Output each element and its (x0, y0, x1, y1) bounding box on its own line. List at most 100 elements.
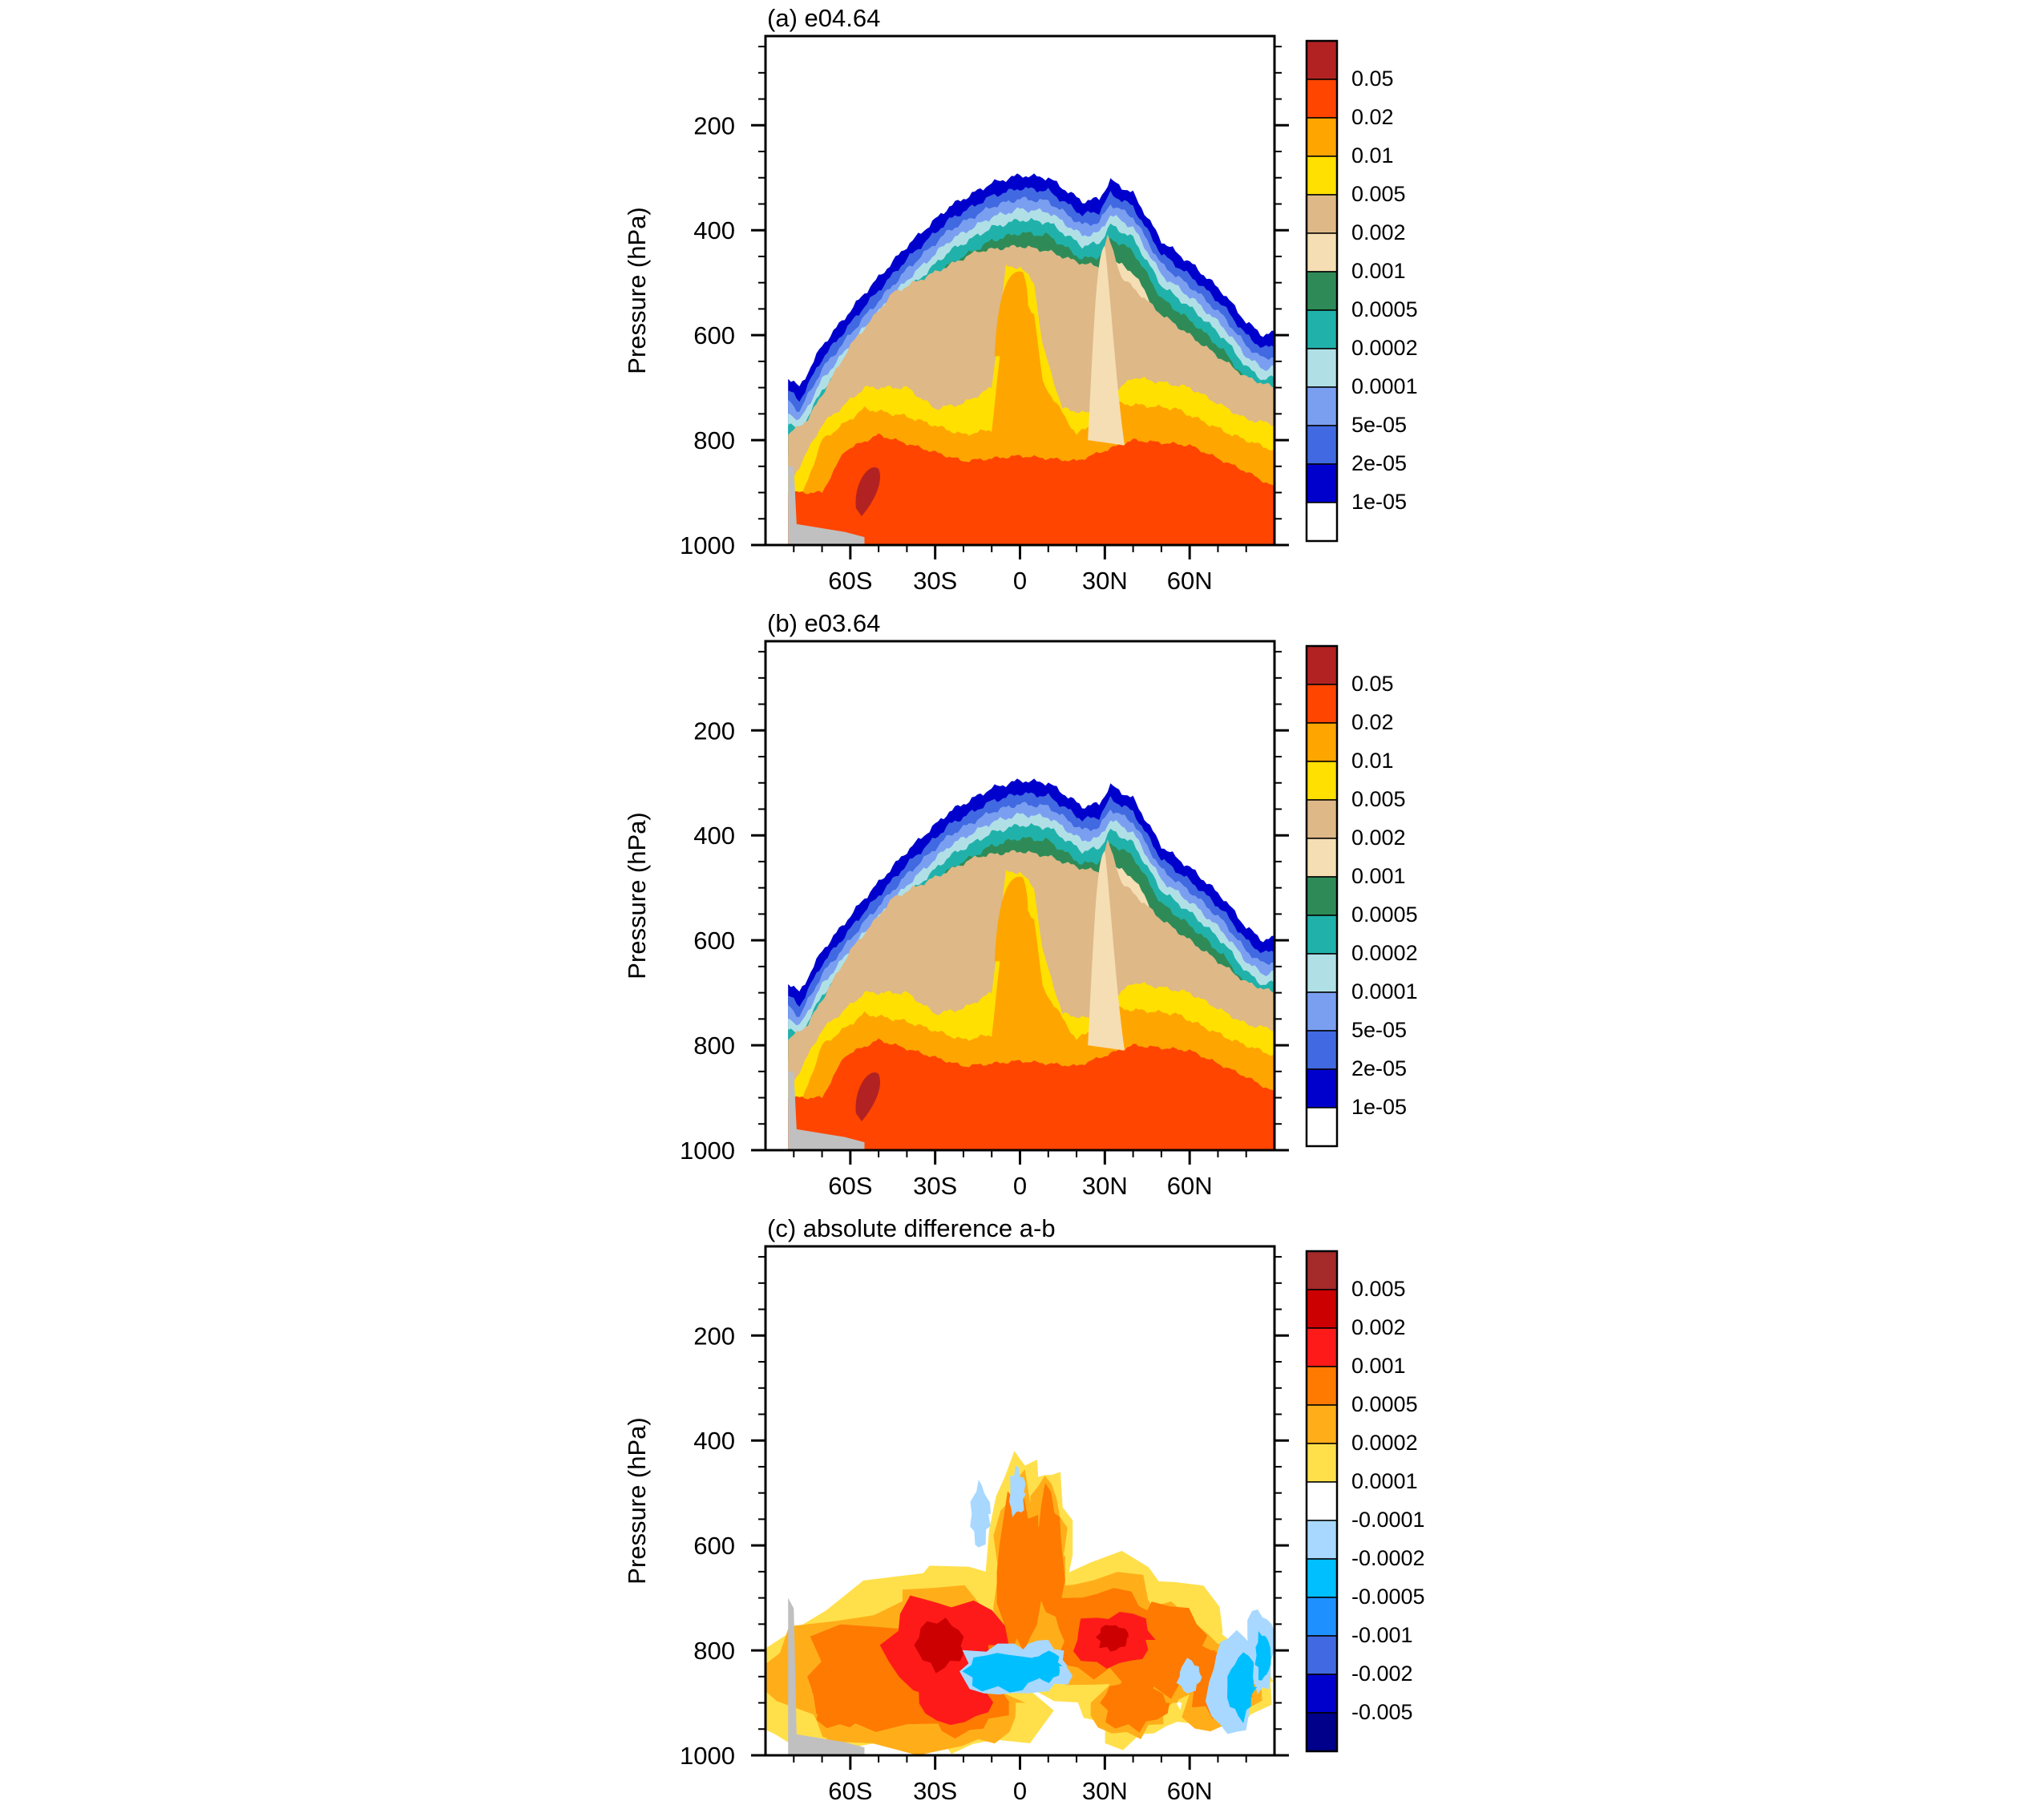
colorbar: 0.05 0.02 0.01 0.005 0.002 0.001 0.0005 0.0002 0… (1305, 644, 1418, 1148)
y-tick-label: 1000 (680, 1742, 735, 1770)
diff-region-orange (1100, 1674, 1169, 1733)
colorbar-frame (1305, 644, 1339, 1148)
diff-region-blue (1028, 1650, 1063, 1683)
plot-area (788, 778, 1274, 1150)
colorbar: 0.05 0.02 0.01 0.005 0.002 0.001 0.0005 0.0002 0… (1305, 39, 1418, 543)
diff-region-blue (1227, 1652, 1258, 1723)
x-tick-label: 0 (1013, 1172, 1027, 1200)
colorbar-swatch (1306, 502, 1338, 542)
colorbar-swatch (1306, 876, 1338, 916)
colorbar-swatch (1306, 1443, 1338, 1483)
colorbar-label: 0.001 (1351, 259, 1406, 283)
y-tick-label: 600 (693, 927, 735, 955)
plot-area (765, 1451, 1274, 1755)
colorbar-swatch (1306, 1674, 1338, 1714)
colorbar-swatch (1306, 645, 1338, 685)
x-tick-label: 60S (828, 1172, 872, 1200)
colorbar-swatch (1306, 915, 1338, 955)
colorbar-swatch (1306, 425, 1338, 465)
colorbar-label: 0.0001 (1351, 979, 1418, 1003)
contour-band-wheat-column (1088, 850, 1125, 1051)
colorbar-swatch (1306, 1068, 1338, 1108)
colorbar-label: 0.001 (1351, 864, 1406, 888)
colorbar-label: 1e-05 (1351, 490, 1407, 514)
colorbar-swatch (1306, 838, 1338, 878)
x-tick-label: 60S (828, 1777, 872, 1805)
contour-band-red (788, 1038, 1274, 1150)
x-tick-label: 0 (1013, 567, 1027, 595)
x-tick-label: 60N (1167, 567, 1213, 595)
colorbar-label: -0.0005 (1351, 1585, 1425, 1609)
x-tick-label: 30S (913, 1172, 957, 1200)
colorbar-label: 0.01 (1351, 749, 1394, 773)
x-tick-label: 60N (1167, 1777, 1213, 1805)
colorbar-label: -0.0001 (1351, 1508, 1425, 1532)
diff-region-light-blue (1176, 1658, 1202, 1694)
diff-region-blue (1254, 1631, 1271, 1681)
x-tick-label: 60N (1167, 1172, 1213, 1200)
colorbar-label: 0.005 (1351, 1277, 1406, 1301)
colorbar-label: 0.002 (1351, 220, 1406, 244)
y-tick-label: 200 (693, 717, 735, 745)
colorbar-label: 5e-05 (1351, 413, 1407, 437)
y-tick-label: 1000 (680, 531, 735, 559)
colorbar-label: 0.05 (1351, 672, 1394, 696)
missing-data-topography (788, 1597, 865, 1755)
y-tick-label: 800 (693, 1637, 735, 1665)
colorbar-label: -0.005 (1351, 1700, 1413, 1724)
panel-title: (a) e04.64 (767, 4, 880, 32)
colorbar-swatch (1306, 1558, 1338, 1598)
contour-band-orange-column (994, 876, 1028, 962)
y-tick-label: 400 (693, 822, 735, 850)
contour-band-wheat-column (1088, 245, 1125, 446)
colorbar-swatch (1306, 1327, 1338, 1367)
colorbar-swatch (1306, 40, 1338, 80)
y-tick-label: 600 (693, 1532, 735, 1560)
colorbar-swatch (1306, 1030, 1338, 1070)
colorbar-label: 2e-05 (1351, 1056, 1407, 1080)
plot-area (788, 173, 1274, 545)
colorbar-swatch (1306, 991, 1338, 1032)
colorbar-label: -0.002 (1351, 1662, 1413, 1686)
colorbar-label: 0.0002 (1351, 941, 1418, 965)
y-axis-label: Pressure (hPa) (623, 1417, 651, 1584)
colorbar-label: -0.0002 (1351, 1546, 1425, 1570)
colorbar-frame (1305, 1250, 1339, 1753)
colorbar-label: 0.0002 (1351, 336, 1418, 360)
panel-a: (a) e04.64 Pressure (hPa) 200 400 600 800 1000… (623, 4, 1418, 595)
colorbar: 0.005 0.002 0.001 0.0005 0.0002 0.0001 -0.0001… (1305, 1250, 1425, 1753)
colorbar-label: 0.0001 (1351, 374, 1418, 398)
y-tick-label: 600 (693, 321, 735, 349)
panel-c: (c) absolute difference a-b Pressure (hPa… (623, 1214, 1425, 1805)
contour-band-red (788, 433, 1274, 545)
diff-region-dark-red (1096, 1625, 1129, 1652)
colorbar-label: 0.01 (1351, 143, 1394, 168)
colorbar-swatch (1306, 155, 1338, 196)
colorbar-swatch (1306, 1712, 1338, 1752)
missing-data-topography (788, 1071, 865, 1150)
colorbar-label: 0.0005 (1351, 297, 1418, 321)
colorbar-label: 2e-05 (1351, 451, 1407, 475)
colorbar-label: 0.0005 (1351, 1392, 1418, 1416)
y-tick-label: 800 (693, 1032, 735, 1060)
colorbar-swatch (1306, 1520, 1338, 1560)
colorbar-swatch (1306, 1366, 1338, 1406)
colorbar-swatch (1306, 1635, 1338, 1675)
panel-title: (c) absolute difference a-b (767, 1214, 1056, 1242)
colorbar-label: 1e-05 (1351, 1095, 1407, 1119)
colorbar-label: 0.02 (1351, 105, 1394, 129)
panel-title: (b) e03.64 (767, 609, 880, 637)
colorbar-swatch (1306, 1107, 1338, 1147)
x-tick-label: 30S (913, 1777, 957, 1805)
colorbar-label: 0.002 (1351, 826, 1406, 850)
contour-band-orange-column (994, 271, 1028, 357)
diff-region-orange (1035, 1483, 1065, 1617)
colorbar-label: 5e-05 (1351, 1018, 1407, 1042)
contour-band-dark-red (855, 466, 880, 516)
x-tick-label: 0 (1013, 1777, 1027, 1805)
colorbar-label: 0.0002 (1351, 1431, 1418, 1455)
colorbar-swatch (1306, 722, 1338, 762)
colorbar-label: 0.0001 (1351, 1469, 1418, 1493)
colorbar-swatch (1306, 1289, 1338, 1329)
